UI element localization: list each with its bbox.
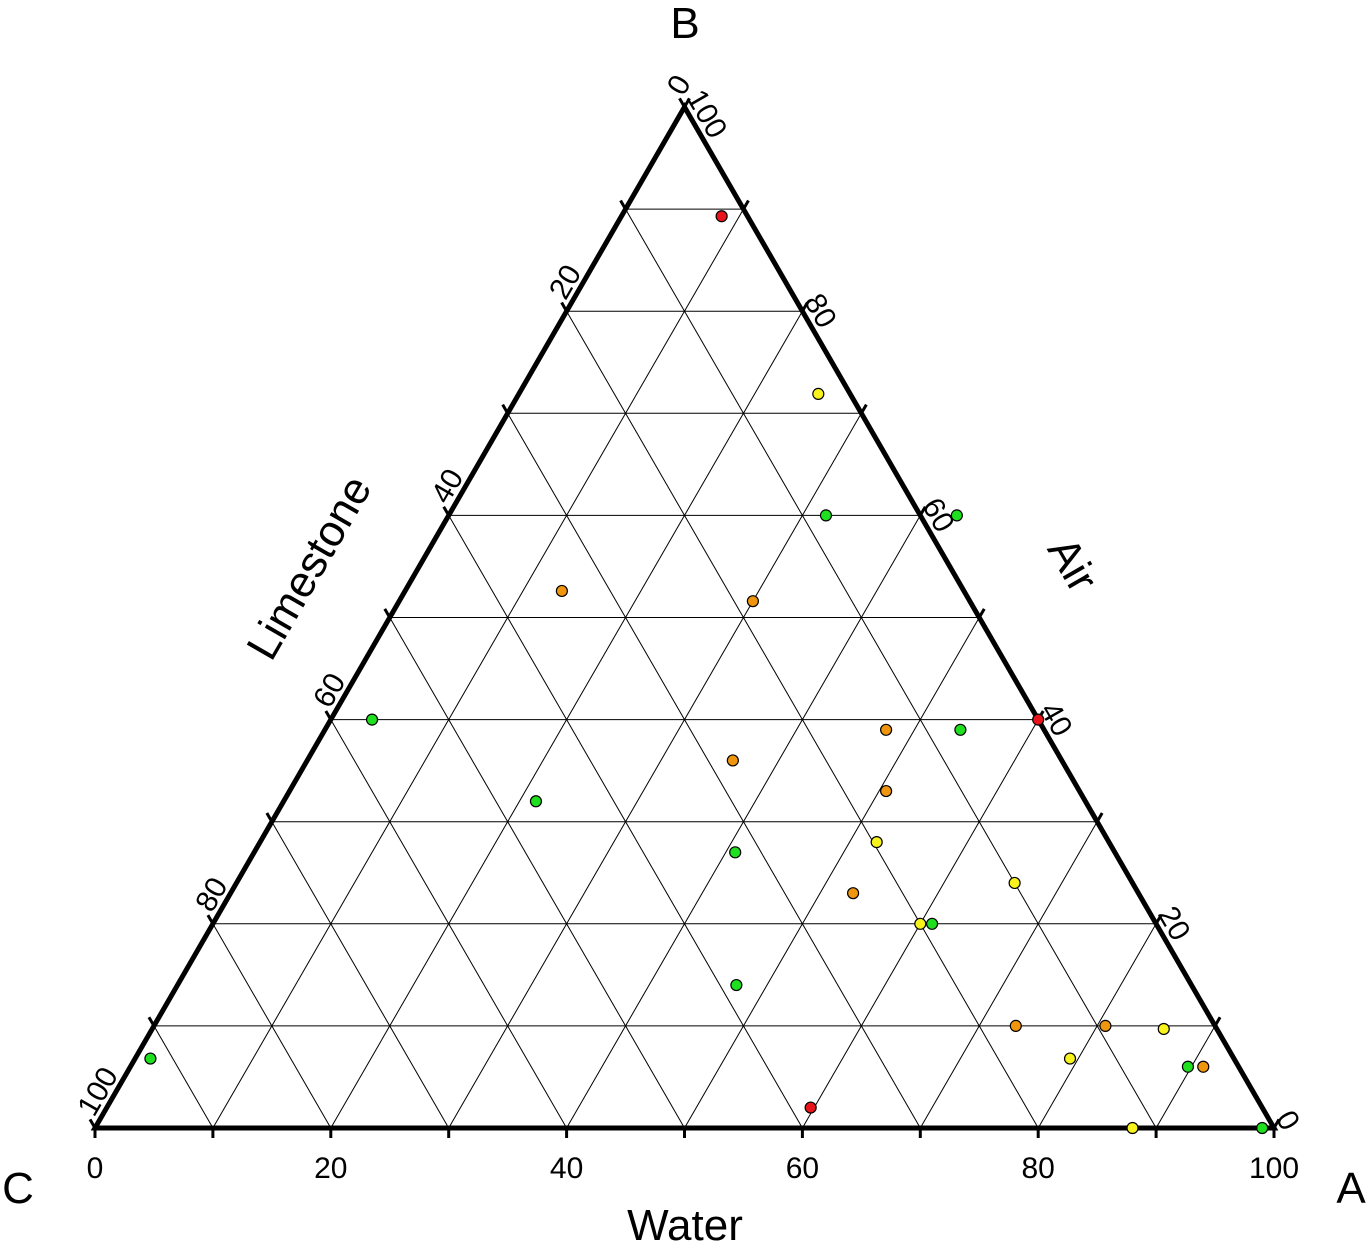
data-point-14 (729, 846, 742, 859)
tick-air-70 (860, 403, 868, 415)
grid-line-water-70 (919, 821, 1098, 1129)
data-point-3 (819, 509, 833, 522)
data-point-26 (1197, 1060, 1210, 1073)
data-point-1 (715, 210, 728, 223)
tick-air-0 (1272, 1118, 1281, 1129)
tick-label-limestone-20: 20 (543, 259, 588, 304)
data-point-16 (1008, 876, 1021, 890)
tick-air-90 (742, 199, 750, 210)
tick-limestone-30 (501, 403, 509, 415)
data-point-12 (880, 784, 893, 798)
data-point-22 (1009, 1019, 1022, 1033)
vertex-label-b: B (670, 0, 699, 48)
tick-air-50 (977, 608, 986, 619)
tick-marks (88, 97, 1281, 1138)
data-point-13 (529, 795, 543, 808)
tick-label-limestone-80: 80 (189, 872, 234, 917)
data-point-28 (804, 1101, 817, 1114)
tick-air-10 (1213, 1016, 1222, 1027)
tick-label-water-40: 40 (550, 1152, 583, 1185)
data-point-11 (726, 754, 739, 767)
tick-label-water-80: 80 (1022, 1152, 1055, 1185)
grid-line-water-10 (212, 208, 744, 1129)
tick-label-limestone-40: 40 (425, 464, 470, 509)
tick-label-water-0: 0 (87, 1152, 104, 1185)
axis-title-air: Air (1038, 529, 1107, 600)
tick-label-limestone-100: 100 (71, 1062, 125, 1122)
data-point-25 (1181, 1060, 1195, 1073)
grid-line-limestone-10 (625, 208, 1157, 1129)
tick-air-20 (1154, 914, 1163, 925)
grid-line-water-30 (448, 413, 862, 1129)
data-point-20 (730, 978, 743, 992)
grid-lines (153, 208, 1216, 1129)
tick-label-limestone-60: 60 (307, 668, 352, 713)
tick-limestone-40 (442, 505, 450, 517)
tick-label-water-60: 60 (786, 1152, 819, 1185)
tick-air-80 (801, 301, 809, 312)
data-point-19 (925, 917, 939, 930)
tick-label-water-100: 100 (1249, 1152, 1299, 1185)
data-point-30 (1256, 1121, 1269, 1135)
vertex-label-a: A (1336, 1164, 1366, 1213)
tick-limestone-100 (88, 1118, 97, 1129)
tick-limestone-50 (383, 608, 392, 619)
tick-label-water-20: 20 (314, 1152, 347, 1185)
tick-limestone-70 (265, 812, 274, 823)
data-point-8 (365, 713, 379, 726)
data-points (144, 210, 1269, 1135)
tick-limestone-10 (619, 199, 627, 210)
tick-limestone-80 (206, 914, 215, 925)
grid-line-water-90 (1155, 1025, 1216, 1129)
grid-line-limestone-60 (330, 719, 568, 1129)
data-point-5 (555, 584, 568, 598)
data-point-6 (746, 595, 759, 608)
grid-line-water-50 (684, 617, 980, 1129)
data-point-10 (954, 723, 967, 736)
data-point-29 (1126, 1121, 1139, 1135)
axis-title-limestone: Limestone (237, 468, 381, 668)
data-point-4 (950, 509, 963, 522)
grid-line-limestone-90 (153, 1025, 214, 1129)
tick-limestone-20 (560, 301, 568, 312)
grid-line-limestone-50 (389, 617, 685, 1129)
tick-label-air-20: 20 (1151, 901, 1196, 946)
data-point-2 (812, 387, 825, 401)
data-point-7 (1032, 713, 1045, 726)
data-point-15 (870, 836, 883, 849)
vertex-label-c: C (2, 1164, 34, 1213)
data-point-23 (1157, 1022, 1170, 1036)
data-point-17 (846, 887, 860, 900)
tick-air-30 (1095, 812, 1104, 823)
grid-line-limestone-30 (507, 413, 921, 1129)
grid-line-limestone-80 (212, 923, 332, 1129)
tick-label-air-80: 80 (797, 288, 842, 333)
data-point-21 (1099, 1019, 1112, 1033)
tick-air-100 (683, 97, 691, 108)
tick-air-60 (919, 505, 927, 517)
tick-limestone-60 (324, 710, 333, 721)
data-point-27 (144, 1052, 157, 1065)
grid-line-water-80 (1037, 923, 1157, 1129)
data-point-18 (914, 917, 927, 930)
grid-line-limestone-70 (271, 821, 450, 1129)
axis-title-water: Water (627, 1201, 743, 1245)
data-point-24 (1063, 1052, 1077, 1065)
tick-limestone-90 (147, 1016, 156, 1027)
data-point-9 (880, 723, 893, 736)
